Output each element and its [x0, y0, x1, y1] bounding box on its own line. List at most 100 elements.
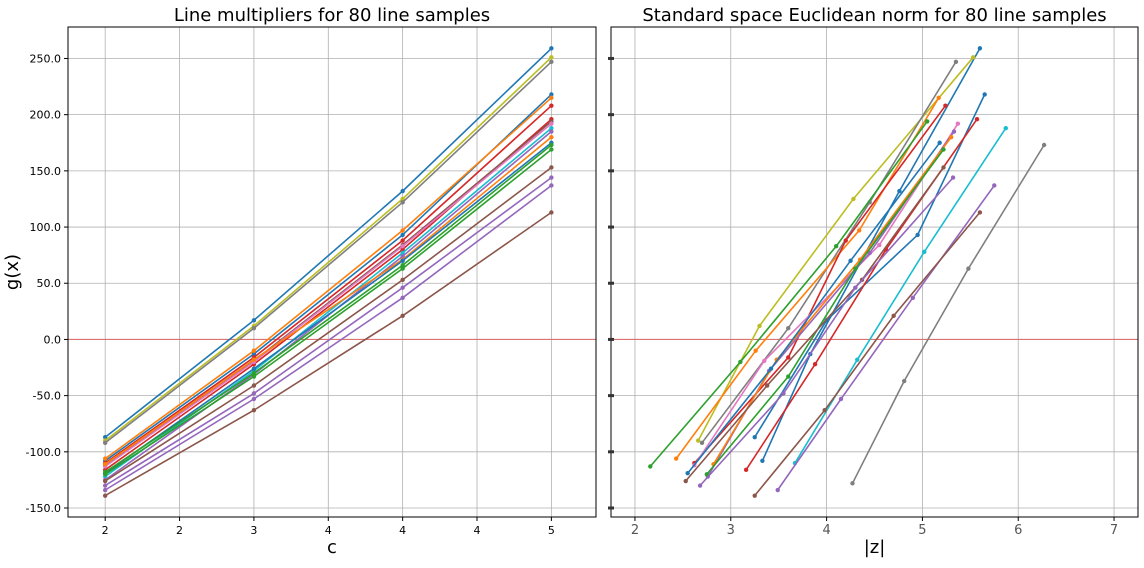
data-point — [549, 147, 554, 152]
data-point — [400, 196, 405, 202]
right-series-group — [648, 46, 1047, 498]
data-point — [683, 478, 688, 484]
data-point — [400, 254, 405, 259]
data-point — [549, 103, 554, 108]
y-tick-label: -100.0 — [26, 446, 61, 459]
data-point — [833, 243, 839, 249]
data-point — [400, 200, 405, 205]
series-line-2 — [701, 61, 957, 444]
series-line-2 — [104, 61, 552, 444]
series-line-5 — [693, 105, 947, 464]
left-panel: 2 2 3 4 4 4 5 -150.0 -100.0 -50.0 0.0 50.0 100.0 150.… — [2, 5, 597, 558]
data-point — [400, 313, 405, 319]
data-point — [102, 461, 108, 467]
data-point — [966, 266, 971, 271]
data-point — [936, 95, 941, 101]
series-line-14 — [685, 167, 945, 482]
left-ticks: 2 2 3 4 4 4 5 -150.0 -100.0 -50.0 0.0 50.0 100.0 150.… — [26, 52, 555, 537]
right-x-axis-label: |z| — [864, 537, 886, 558]
right-panel: 2 3 4 5 6 7 Standard space Euclidean norm for… — [608, 5, 1139, 558]
data-point — [855, 357, 860, 362]
data-point — [549, 46, 554, 51]
data-point — [910, 295, 916, 301]
data-point — [102, 456, 108, 461]
series-line-8 — [104, 123, 552, 468]
y-tick-label: -50.0 — [33, 390, 61, 403]
x-tick-label: 4 — [325, 524, 332, 537]
data-point — [102, 469, 108, 475]
data-point — [102, 493, 108, 498]
series-line-15 — [104, 166, 552, 482]
data-point — [102, 487, 108, 493]
data-point — [251, 370, 257, 376]
data-point — [549, 183, 554, 188]
y-tick-label: 200.0 — [30, 109, 62, 122]
data-point — [743, 467, 749, 472]
data-point — [955, 121, 961, 126]
data-point — [704, 472, 710, 477]
right-ticks: 2 3 4 5 6 7 — [608, 56, 1118, 538]
series-line-9 — [104, 127, 552, 478]
data-point — [982, 92, 987, 97]
x-tick-label: 7 — [1110, 523, 1118, 538]
x-tick-label: 2 — [102, 524, 109, 537]
left-chart-title: Line multipliers for 80 line samples — [174, 5, 490, 26]
data-point — [400, 228, 405, 233]
data-point — [848, 258, 853, 263]
data-point — [1003, 125, 1008, 131]
series-line-14 — [104, 144, 552, 473]
data-point — [764, 383, 770, 388]
x-tick-label: 2 — [176, 524, 183, 537]
data-point — [251, 325, 257, 331]
data-point — [251, 391, 257, 396]
data-point — [752, 435, 757, 440]
series-line-3 — [754, 94, 986, 438]
data-point — [549, 175, 554, 180]
data-point — [897, 188, 902, 194]
data-point — [400, 258, 405, 263]
data-point — [877, 242, 882, 248]
data-point — [951, 129, 957, 134]
x-tick-label: 6 — [1014, 523, 1022, 538]
data-point — [922, 249, 927, 254]
right-gridlines — [611, 27, 1138, 517]
series-line-12 — [687, 142, 941, 474]
data-point — [1041, 142, 1047, 148]
data-point — [786, 325, 791, 331]
series-line-6 — [745, 118, 978, 471]
data-point — [992, 183, 997, 188]
data-point — [251, 348, 257, 353]
x-tick-label: 2 — [631, 523, 639, 538]
series-line-16 — [777, 185, 995, 491]
data-point — [752, 493, 757, 498]
series-line-18 — [104, 211, 552, 497]
data-point — [757, 323, 762, 329]
left-x-axis-label: c — [327, 537, 337, 558]
data-point — [251, 366, 257, 371]
left-series-group — [102, 46, 554, 498]
data-point — [941, 147, 946, 152]
x-tick-label: 4 — [399, 524, 406, 537]
data-point — [925, 119, 930, 124]
series-line-18 — [851, 144, 1045, 484]
series-line-17 — [104, 184, 552, 491]
data-point — [400, 243, 405, 249]
series-line-0 — [761, 48, 981, 462]
data-point — [251, 408, 257, 413]
data-point — [856, 228, 862, 233]
y-tick-label: 0.0 — [44, 333, 62, 346]
data-point — [977, 210, 983, 215]
left-plot-frame — [67, 26, 597, 518]
data-point — [851, 196, 856, 202]
y-tick-label: -150.0 — [26, 502, 61, 515]
data-point — [549, 125, 554, 131]
data-point — [400, 247, 405, 252]
series-line-12 — [104, 142, 552, 474]
data-point — [953, 59, 959, 65]
data-point — [400, 277, 405, 283]
data-point — [685, 470, 690, 476]
data-point — [102, 435, 108, 440]
data-point — [697, 483, 703, 488]
series-line-15 — [699, 177, 954, 487]
